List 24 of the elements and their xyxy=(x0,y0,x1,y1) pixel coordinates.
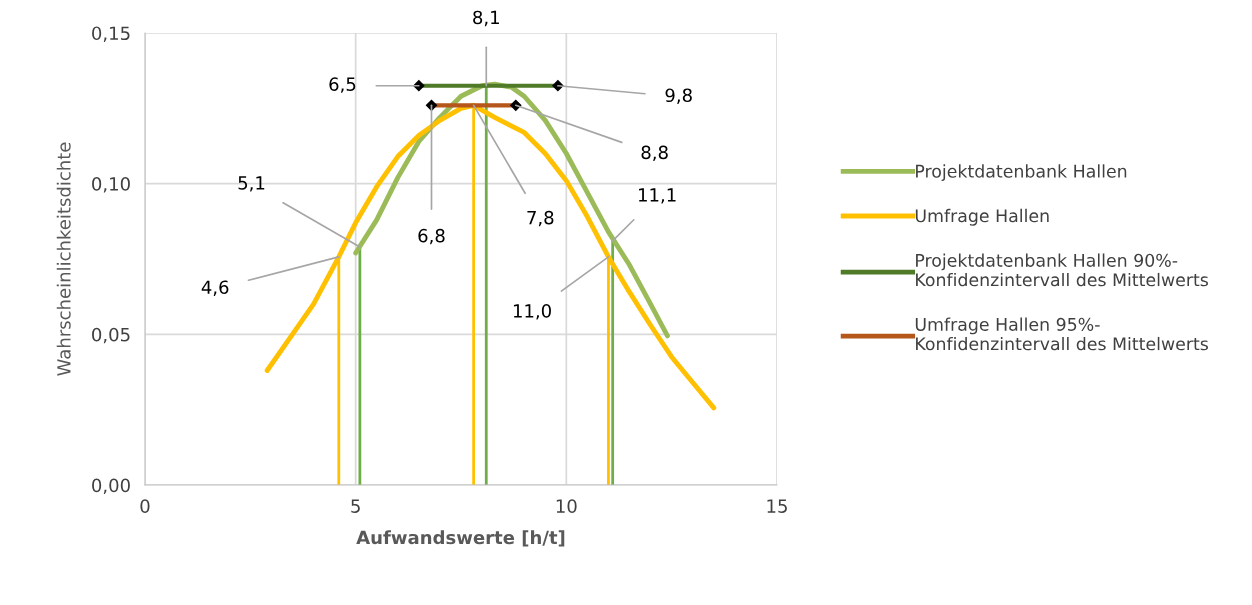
annotation: 9,8 xyxy=(665,88,692,104)
x-tick-label: 15 xyxy=(767,499,787,513)
y-tick-label: 0,10 xyxy=(92,177,130,193)
annotation: 8,1 xyxy=(473,10,499,27)
y-axis-title: Wahrscheinlichkeitsdichte xyxy=(56,142,71,376)
annotation: 6,8 xyxy=(418,228,445,245)
annotation: 7,8 xyxy=(527,210,554,227)
legend-label: Umfrage Hallen 95%- Konfidenzintervall des Mittelwerts xyxy=(915,317,1208,351)
x-tick-label: 5 xyxy=(351,499,360,513)
legend-label: Umfrage Hallen xyxy=(915,208,1049,226)
x-axis-title: Aufwandswerte [h/t] xyxy=(356,530,565,547)
x-tick-label: 10 xyxy=(556,499,577,513)
legend-label: Projektdatenbank Hallen xyxy=(916,164,1127,182)
y-tick-label: 0,15 xyxy=(92,26,130,42)
annotation: 4,6 xyxy=(201,280,229,296)
annotation: 11,0 xyxy=(513,304,551,320)
x-tick-label: 0 xyxy=(140,499,150,513)
annotation: 6,5 xyxy=(329,77,356,93)
y-tick-label: 0,00 xyxy=(92,478,130,494)
annotation: 5,1 xyxy=(238,176,265,192)
annotation: 11,1 xyxy=(639,188,676,204)
y-tick-label: 0,05 xyxy=(92,327,130,344)
annotation: 8,8 xyxy=(641,145,668,161)
legend-label: Projektdatenbank Hallen 90%- Konfidenzintervall des Mittelwerts xyxy=(916,253,1208,287)
